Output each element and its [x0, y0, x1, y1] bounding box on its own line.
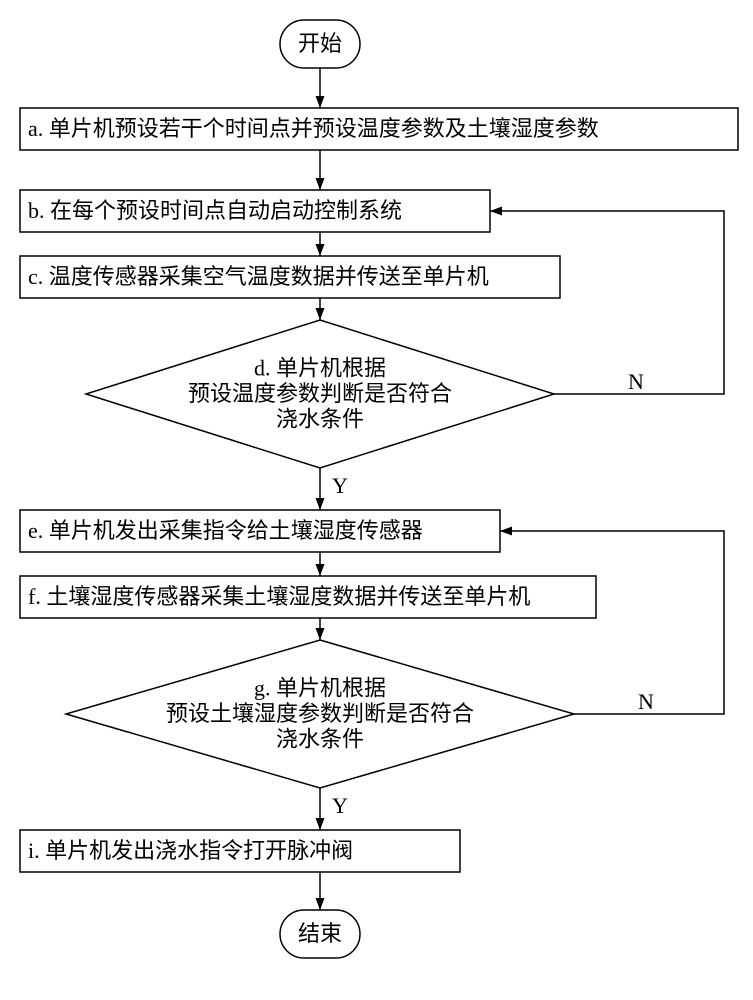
node-a: a. 单片机预设若干个时间点并预设温度参数及土壤湿度参数 [20, 108, 738, 150]
svg-text:浇水条件: 浇水条件 [276, 406, 364, 431]
node-d: d. 单片机根据预设温度参数判断是否符合浇水条件 [86, 320, 554, 468]
node-e: e. 单片机发出采集指令给土壤湿度传感器 [20, 510, 500, 552]
svg-text:浇水条件: 浇水条件 [276, 726, 364, 751]
svg-text:开始: 开始 [298, 31, 342, 56]
node-i: i. 单片机发出浇水指令打开脉冲阀 [20, 830, 460, 872]
svg-text:e. 单片机发出采集指令给土壤湿度传感器: e. 单片机发出采集指令给土壤湿度传感器 [28, 518, 423, 543]
edge-label: Y [332, 473, 348, 498]
svg-text:结束: 结束 [298, 921, 342, 946]
node-end: 结束 [280, 910, 360, 958]
svg-text:c. 温度传感器采集空气温度数据并传送至单片机: c. 温度传感器采集空气温度数据并传送至单片机 [28, 264, 489, 289]
node-f: f. 土壤湿度传感器采集土壤湿度数据并传送至单片机 [20, 576, 596, 618]
svg-text:g. 单片机根据: g. 单片机根据 [254, 676, 386, 701]
edge-label: Y [332, 793, 348, 818]
edge-label: N [638, 689, 654, 714]
svg-text:d. 单片机根据: d. 单片机根据 [254, 356, 386, 381]
edge [500, 531, 724, 714]
svg-text:预设温度参数判断是否符合: 预设温度参数判断是否符合 [188, 381, 452, 406]
node-start: 开始 [280, 20, 360, 68]
edge-label: N [628, 369, 644, 394]
node-b: b. 在每个预设时间点自动启动控制系统 [20, 190, 490, 232]
flowchart-svg: Y Y N N 开始 a. 单片机预设若干个时间点并预设温度参数及土壤湿度参数 b. 在每个… [0, 0, 753, 1000]
svg-text:预设土壤湿度参数判断是否符合: 预设土壤湿度参数判断是否符合 [166, 701, 474, 726]
edge [490, 211, 724, 394]
svg-text:a. 单片机预设若干个时间点并预设温度参数及土壤湿度参数: a. 单片机预设若干个时间点并预设温度参数及土壤湿度参数 [28, 116, 599, 141]
svg-text:f. 土壤湿度传感器采集土壤湿度数据并传送至单片机: f. 土壤湿度传感器采集土壤湿度数据并传送至单片机 [28, 584, 530, 609]
node-g: g. 单片机根据预设土壤湿度参数判断是否符合浇水条件 [66, 640, 574, 788]
svg-text:b. 在每个预设时间点自动启动控制系统: b. 在每个预设时间点自动启动控制系统 [28, 198, 402, 223]
node-c: c. 温度传感器采集空气温度数据并传送至单片机 [20, 256, 560, 298]
svg-text:i. 单片机发出浇水指令打开脉冲阀: i. 单片机发出浇水指令打开脉冲阀 [28, 838, 353, 863]
